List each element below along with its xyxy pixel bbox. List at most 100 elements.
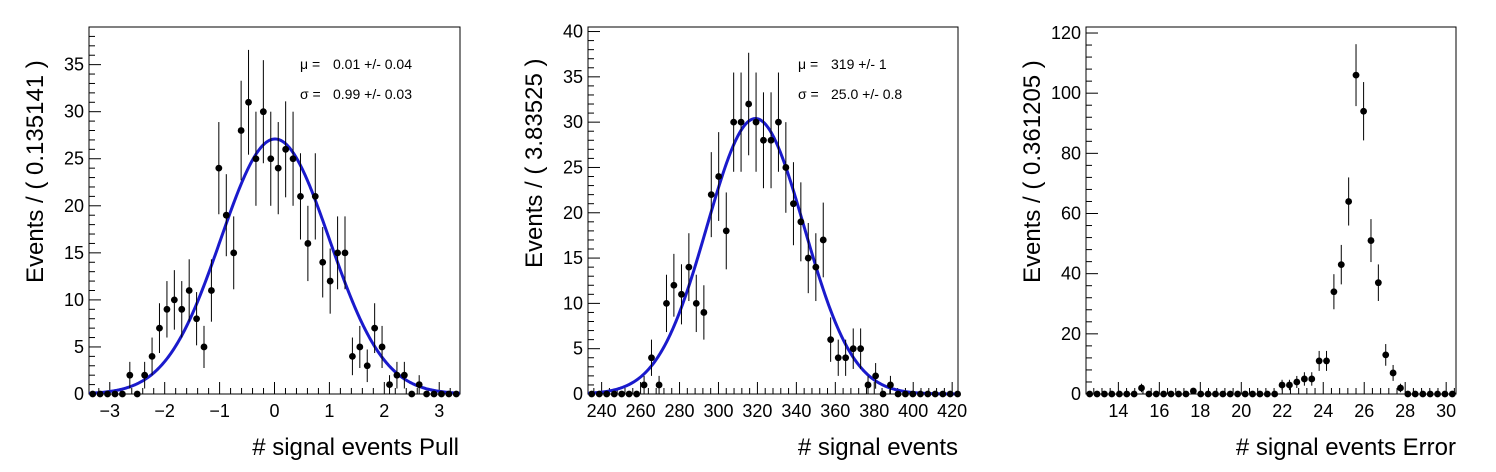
y-tick-label: 20 [1061, 324, 1081, 344]
data-point [1241, 390, 1249, 398]
data-marker [133, 390, 141, 398]
y-tick-label: 20 [64, 196, 84, 216]
data-point [1219, 390, 1227, 398]
data-marker [267, 155, 275, 163]
data-point [1263, 390, 1271, 398]
data-point [1404, 390, 1412, 398]
data-marker [663, 299, 670, 307]
x-tick-label: 30 [1436, 401, 1456, 421]
data-marker [804, 254, 812, 262]
data-marker [1204, 390, 1212, 398]
data-point [1182, 390, 1190, 398]
data-marker [595, 390, 603, 398]
y-tick-label: 5 [74, 337, 84, 357]
data-point [715, 132, 723, 221]
data-marker [775, 118, 782, 126]
data-marker [670, 281, 678, 289]
data-marker [1167, 390, 1175, 398]
data-point [595, 390, 603, 398]
data-marker [349, 352, 356, 360]
data-point [319, 227, 327, 298]
data-point [1145, 390, 1153, 398]
data-point [1286, 379, 1293, 391]
data-point [737, 72, 745, 172]
data-marker [767, 136, 775, 144]
y-axis-title: Events / ( 3.83525 ) [521, 59, 548, 268]
data-point [745, 52, 753, 156]
y-tick-label: 80 [1061, 143, 1081, 163]
data-point [297, 153, 304, 240]
data-marker [126, 371, 134, 379]
data-marker [1101, 390, 1108, 398]
data-marker [909, 390, 917, 398]
data-point [1152, 390, 1160, 398]
sigma-value: 0.99 +/- 0.03 [333, 86, 412, 102]
data-marker [1138, 384, 1145, 392]
data-point [289, 111, 297, 206]
data-point [1249, 390, 1256, 398]
data-marker [282, 145, 290, 153]
data-marker [610, 390, 618, 398]
x-tick-label: 20 [1231, 401, 1251, 421]
signal-error-histogram-panel: 14 16 18 20 22 24 26 28 30 0 20 40 60 80 100 120 # sig… [1019, 23, 1457, 461]
x-tick-label: 340 [781, 401, 811, 421]
data-marker [208, 287, 215, 294]
data-point [170, 270, 178, 330]
data-point [1278, 379, 1286, 391]
data-point [386, 375, 393, 394]
data-marker [745, 100, 753, 108]
data-marker [1330, 288, 1338, 296]
data-marker [1271, 390, 1279, 398]
x-tick-labels: 240 260 280 300 320 340 360 380 400 420 [587, 401, 968, 421]
data-marker [319, 258, 327, 266]
data-point [1308, 372, 1316, 386]
x-tick-label: 400 [898, 401, 928, 421]
data-point [849, 328, 857, 369]
x-tick-label: 360 [820, 401, 850, 421]
data-marker [879, 390, 887, 398]
x-tick-label: 1 [324, 401, 334, 421]
data-point [707, 152, 715, 238]
data-marker [1123, 390, 1131, 398]
data-marker [730, 118, 738, 126]
data-marker [737, 118, 745, 126]
data-marker [393, 371, 401, 379]
data-point [790, 162, 797, 246]
data-point [163, 281, 171, 338]
x-tick-label: 0 [269, 401, 279, 421]
data-point [230, 216, 238, 290]
y-axis-title: Events / ( 0.361205 ) [1019, 60, 1046, 283]
data-point [1123, 390, 1131, 398]
data-marker [625, 390, 633, 398]
data-point [185, 259, 193, 322]
data-point [259, 60, 267, 164]
data-marker [887, 381, 894, 389]
data-marker [917, 390, 924, 398]
x-tick-label: −2 [154, 401, 175, 421]
data-marker [1145, 390, 1153, 398]
data-point [274, 122, 282, 215]
x-tick-label: 24 [1313, 401, 1333, 421]
mu-value: 319 +/- 1 [831, 56, 887, 72]
data-marker [415, 381, 423, 388]
x-tick-label: 420 [937, 401, 967, 421]
data-point [782, 122, 790, 213]
data-marker [1249, 390, 1256, 398]
data-point [1419, 390, 1427, 398]
y-tick-label: 35 [563, 67, 583, 87]
data-point [857, 328, 865, 369]
data-point [178, 281, 186, 338]
data-marker [1345, 198, 1353, 205]
x-tick-label: 16 [1149, 401, 1169, 421]
data-marker [931, 390, 939, 398]
data-marker [842, 354, 850, 362]
data-point [1175, 390, 1182, 398]
data-point [685, 233, 693, 302]
y-axis-title: Events / ( 0.135141 ) [22, 60, 49, 283]
data-marker [222, 211, 230, 219]
data-point [252, 111, 260, 206]
data-point [722, 192, 730, 270]
data-point [700, 285, 708, 340]
data-marker [1160, 390, 1168, 398]
data-marker [230, 249, 238, 257]
